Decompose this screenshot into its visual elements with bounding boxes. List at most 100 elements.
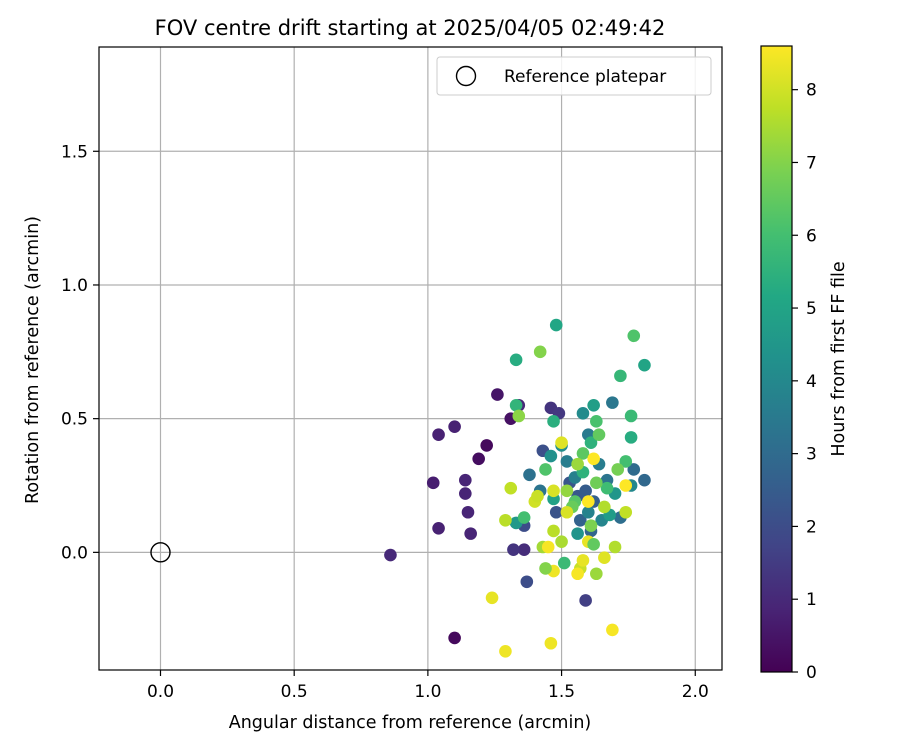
y-tick-label: 1.0: [61, 276, 88, 296]
data-point: [512, 409, 526, 423]
data-point: [547, 415, 560, 428]
data-point: [509, 353, 523, 367]
x-tick-label: 0.5: [281, 682, 308, 702]
data-point: [606, 623, 619, 637]
data-point: [499, 513, 512, 527]
data-point: [560, 455, 574, 468]
y-tick-label: 0.0: [61, 543, 88, 563]
data-point: [587, 452, 600, 466]
data-point: [549, 505, 563, 519]
data-point: [384, 548, 397, 562]
colorbar: 0 1 2 3 4 5 6 7 8 Hours from first FF file: [760, 45, 849, 683]
colorbar-tick-label: 1: [806, 590, 817, 610]
data-point: [582, 505, 595, 519]
colorbar-gradient: [760, 45, 793, 673]
data-points: [150, 318, 651, 658]
data-point: [619, 455, 633, 468]
reference-point-marker: [150, 542, 171, 563]
x-axis-label: Angular distance from reference (arcmin): [229, 713, 592, 733]
data-point: [499, 644, 512, 658]
data-point: [624, 431, 638, 444]
data-point: [517, 543, 531, 556]
data-point: [590, 476, 603, 490]
data-point: [520, 575, 534, 589]
data-point: [590, 415, 603, 428]
data-point: [491, 388, 504, 401]
y-tick-label: 0.5: [61, 410, 88, 430]
data-point: [544, 636, 558, 650]
data-point: [619, 479, 633, 492]
data-point: [576, 407, 590, 420]
colorbar-label: Hours from first FF file: [829, 261, 849, 456]
data-point: [459, 487, 472, 500]
colorbar-tick-label: 6: [806, 226, 817, 246]
data-point: [426, 476, 440, 490]
data-point: [472, 452, 485, 466]
legend-marker-icon: [455, 65, 477, 87]
data-point: [592, 428, 606, 442]
colorbar-tick-label: 8: [806, 81, 817, 101]
data-point: [590, 567, 603, 581]
data-point: [459, 473, 472, 487]
data-point: [509, 398, 523, 412]
plot-frame: [98, 46, 723, 671]
data-point: [480, 439, 494, 452]
colorbar-tick-label: 7: [806, 153, 817, 173]
data-point: [432, 428, 445, 442]
data-point: [539, 562, 552, 575]
data-point: [461, 505, 475, 519]
x-axis-ticks: 0.0 0.5 1.0 1.5 2.0: [147, 670, 709, 702]
data-point: [485, 591, 499, 605]
data-point: [560, 505, 574, 519]
data-point: [507, 543, 520, 556]
data-point: [579, 484, 592, 498]
data-point: [606, 396, 619, 409]
data-point: [544, 449, 558, 463]
x-tick-label: 0.0: [147, 682, 174, 702]
data-point: [573, 513, 587, 527]
chart-title: FOV centre drift starting at 2025/04/05 …: [155, 16, 666, 40]
x-tick-label: 1.5: [548, 682, 575, 702]
data-point: [531, 489, 544, 503]
colorbar-tick-label: 2: [806, 517, 817, 537]
data-point: [541, 540, 555, 554]
colorbar-ticks: 0 1 2 3 4 5 6 7 8: [792, 81, 817, 683]
data-point: [619, 505, 633, 519]
data-point: [584, 436, 598, 450]
colorbar-tick-label: 5: [806, 299, 817, 319]
data-point: [555, 535, 568, 548]
data-point: [549, 318, 563, 332]
data-point: [638, 473, 651, 487]
data-point: [627, 463, 641, 476]
data-point: [560, 484, 574, 498]
data-point: [598, 551, 611, 564]
data-point: [582, 495, 595, 508]
x-tick-label: 1.0: [414, 682, 441, 702]
data-point: [464, 527, 477, 540]
data-point: [448, 631, 461, 645]
data-point: [432, 521, 445, 535]
colorbar-tick-label: 0: [806, 663, 817, 683]
data-point: [547, 484, 560, 498]
grid-lines: [99, 47, 722, 670]
data-point: [584, 519, 598, 532]
data-point: [598, 500, 611, 514]
data-point: [611, 463, 625, 476]
data-point: [587, 538, 600, 551]
data-point: [600, 481, 614, 495]
data-point: [504, 481, 518, 495]
data-point: [638, 358, 651, 372]
data-point: [571, 527, 584, 540]
legend: Reference platepar: [436, 56, 712, 96]
data-point: [539, 463, 552, 476]
data-point: [523, 468, 536, 482]
data-point: [608, 540, 622, 554]
legend-entry-reference-platepar: Reference platepar: [504, 67, 666, 87]
x-tick-label: 2.0: [682, 682, 709, 702]
data-point: [448, 420, 461, 433]
data-point: [627, 329, 641, 343]
data-point: [547, 524, 560, 538]
data-point: [571, 567, 584, 581]
data-point: [624, 409, 638, 423]
